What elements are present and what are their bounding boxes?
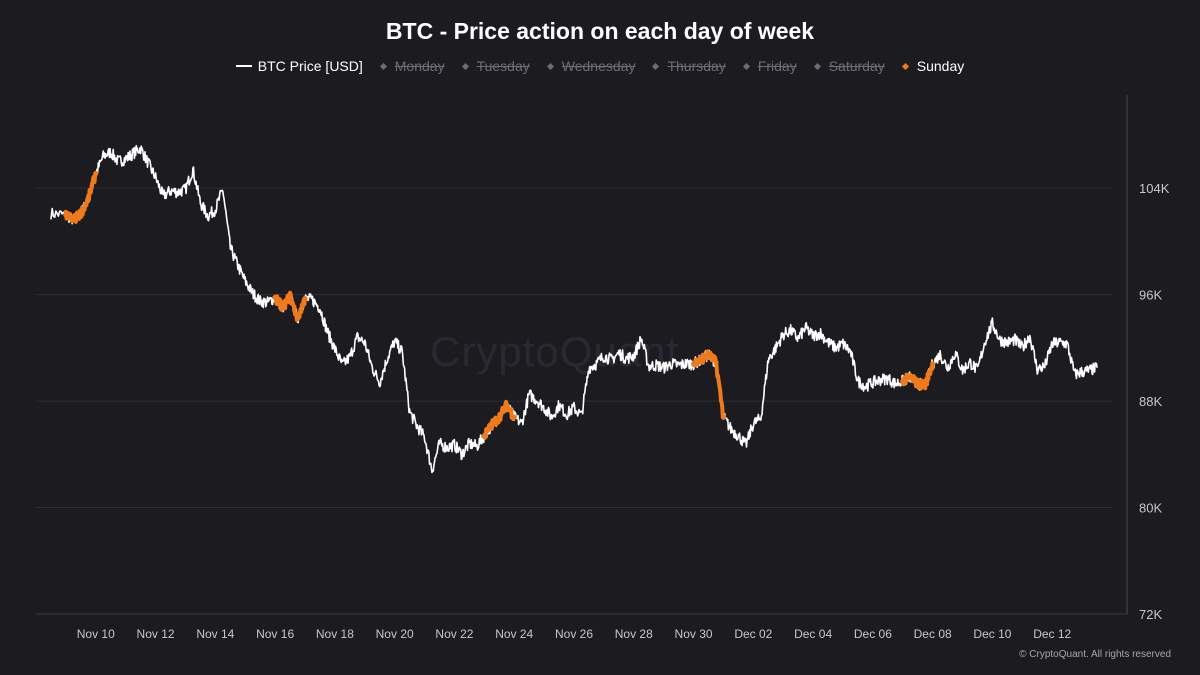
- btc-price-line: [50, 144, 1098, 474]
- legend-label: Sunday: [916, 58, 965, 74]
- grid-lines: [36, 187, 1112, 615]
- x-tick-label: Nov 20: [376, 627, 414, 641]
- legend-label: Saturday: [828, 58, 885, 74]
- legend-label: Wednesday: [561, 58, 636, 74]
- x-tick-label: Nov 30: [675, 627, 713, 641]
- sunday-point: [294, 315, 301, 322]
- x-tick-label: Nov 12: [137, 627, 175, 641]
- sunday-point: [272, 294, 278, 300]
- legend-item-saturday[interactable]: Saturday: [813, 58, 885, 74]
- x-tick-label: Nov 16: [256, 627, 294, 641]
- x-tick-label: Dec 12: [1033, 627, 1071, 641]
- copyright-footer: © CryptoQuant. All rights reserved: [1019, 649, 1171, 660]
- x-tick-label: Nov 22: [435, 627, 473, 641]
- y-tick-label: 88K: [1139, 394, 1162, 409]
- x-axis: Nov 10 Nov 12 Nov 14 Nov 16 Nov 18 Nov 20 Nov …: [77, 627, 1072, 641]
- y-axis: 72K 80K 88K 96K 104K: [36, 95, 1170, 622]
- x-tick-label: Dec 02: [734, 627, 772, 641]
- legend-item-wednesday[interactable]: Wednesday: [546, 58, 636, 74]
- sunday-segment: [482, 399, 517, 440]
- y-tick-label: 96K: [1139, 288, 1162, 303]
- x-tick-label: Nov 18: [316, 627, 354, 641]
- legend-line-swatch: [235, 65, 252, 67]
- sunday-point: [287, 293, 293, 299]
- sunday-point: [720, 414, 727, 420]
- sunday-point: [922, 382, 928, 388]
- x-tick-label: Nov 24: [495, 627, 533, 641]
- sunday-segment: [63, 171, 98, 224]
- legend-label: Friday: [757, 58, 797, 74]
- legend-item-sunday[interactable]: Sunday: [901, 58, 965, 74]
- sunday-point: [63, 212, 69, 218]
- sunday-point: [93, 170, 99, 177]
- legend: BTC Price [USD] Monday Tuesday Wednesday Thu…: [0, 58, 1200, 74]
- sunday-point: [85, 196, 91, 202]
- sunday-point: [915, 381, 921, 387]
- x-tick-label: Dec 10: [973, 627, 1011, 641]
- legend-label: BTC Price [USD]: [257, 58, 363, 74]
- sunday-point: [302, 296, 308, 302]
- sunday-point: [78, 210, 84, 217]
- chart-title: BTC - Price action on each day of week: [385, 18, 815, 44]
- sunday-point: [70, 217, 76, 223]
- sunday-point: [279, 305, 286, 311]
- legend-item-btc-price-usd[interactable]: BTC Price [USD]: [235, 58, 363, 74]
- x-tick-label: Nov 26: [555, 627, 593, 641]
- sunday-point: [705, 351, 712, 358]
- legend-label: Tuesday: [476, 58, 530, 74]
- sunday-point: [504, 402, 510, 408]
- y-tick-label: 104K: [1139, 181, 1170, 196]
- legend-label: Monday: [394, 58, 445, 74]
- y-tick-label: 72K: [1139, 607, 1162, 622]
- x-tick-label: Nov 14: [196, 627, 234, 641]
- sunday-point: [907, 374, 913, 380]
- sunday-point: [698, 357, 704, 363]
- y-tick-label: 80K: [1139, 501, 1162, 516]
- x-tick-label: Dec 08: [914, 627, 952, 641]
- sunday-segment: [273, 290, 307, 322]
- legend-item-thursday[interactable]: Thursday: [652, 58, 726, 74]
- sunday-point: [511, 414, 517, 420]
- sunday-point: [481, 433, 487, 439]
- x-tick-label: Dec 04: [794, 627, 832, 641]
- sunday-point: [690, 361, 697, 367]
- legend-item-monday[interactable]: Monday: [379, 58, 445, 74]
- sunday-segment: [900, 361, 935, 391]
- x-tick-label: Dec 06: [854, 627, 892, 641]
- legend-item-tuesday[interactable]: Tuesday: [461, 58, 530, 74]
- x-tick-label: Nov 28: [615, 627, 653, 641]
- sunday-point: [713, 359, 719, 366]
- sunday-point: [496, 414, 502, 420]
- sunday-point: [930, 361, 936, 367]
- sunday-point: [489, 422, 495, 428]
- legend-label: Thursday: [667, 58, 726, 74]
- sunday-segment: [691, 349, 726, 419]
- legend-item-friday[interactable]: Friday: [742, 58, 797, 74]
- x-tick-label: Nov 10: [77, 627, 115, 641]
- sunday-point: [900, 378, 906, 384]
- series-layer: [50, 144, 1098, 474]
